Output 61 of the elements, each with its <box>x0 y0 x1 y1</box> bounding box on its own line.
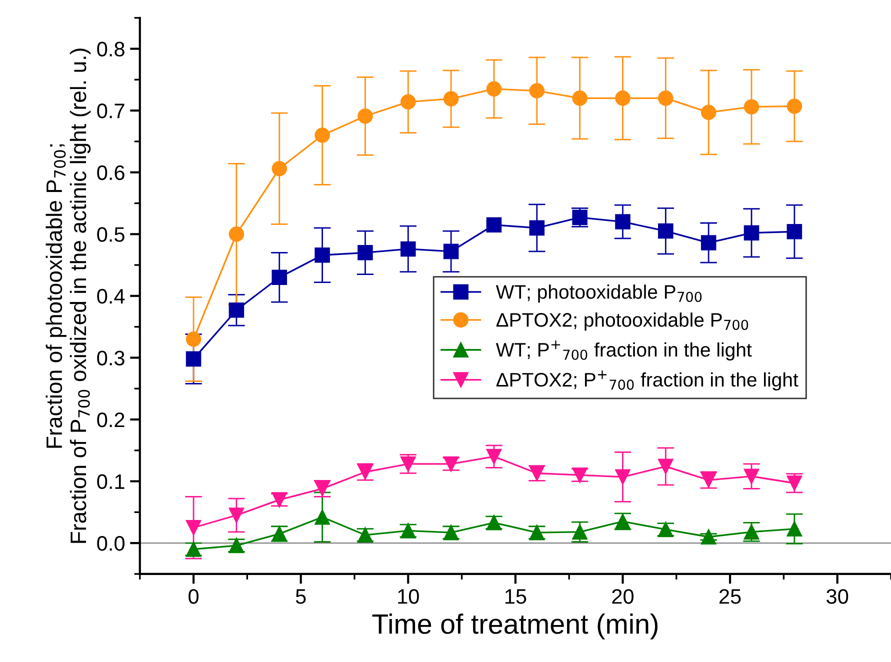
point <box>786 98 802 114</box>
x-tick-label: 25 <box>720 589 741 604</box>
point <box>358 108 373 124</box>
point <box>572 524 588 540</box>
point <box>443 91 459 106</box>
point <box>658 458 674 474</box>
point <box>615 469 630 485</box>
point <box>400 94 416 110</box>
point <box>186 332 202 347</box>
point <box>486 448 502 464</box>
point <box>228 302 244 318</box>
y-tick-label: 0.6 <box>97 165 124 180</box>
point <box>744 225 760 241</box>
y-tick-label: 0.4 <box>97 288 125 304</box>
point <box>443 244 459 260</box>
y-tick-label: 0.5 <box>97 227 124 242</box>
point <box>700 529 716 545</box>
point <box>186 351 202 367</box>
legend-label: ΔPTOX2; P$^{+}$$_{700}$ fraction in the light <box>496 370 798 390</box>
point <box>615 214 630 230</box>
x-tick-label: 10 <box>398 589 419 604</box>
point <box>228 226 244 242</box>
point <box>658 223 674 239</box>
point <box>744 99 760 114</box>
y-tick-label: 0.8 <box>97 42 124 57</box>
x-axis-title: Time of treatment (min) <box>372 614 658 640</box>
point <box>486 217 502 232</box>
point <box>314 128 330 143</box>
point <box>529 83 545 98</box>
y-tick-label: 0.0 <box>97 536 124 551</box>
point <box>786 521 802 536</box>
x-tick-label: 5 <box>296 589 306 604</box>
point <box>314 509 330 525</box>
y-tick-label: 0.7 <box>97 104 124 118</box>
point <box>314 247 330 263</box>
point <box>700 104 716 120</box>
point <box>615 90 630 106</box>
point <box>272 270 288 286</box>
point <box>272 160 288 176</box>
legend-label: WT; P$^{+}$$_{700}$ fraction in the light <box>496 340 752 361</box>
y-tick-label: 0.3 <box>97 350 124 366</box>
point <box>228 508 244 523</box>
text: Fraction of photooxidable P$_{700}$; Fraction of P$_{700}$ oxidized in the actinic light (rel. u.) <box>46 48 91 543</box>
x-tick-label: 20 <box>612 589 634 604</box>
point <box>529 220 545 236</box>
legend-label: WT; photooxidable P$_{700}$ <box>496 284 702 303</box>
point <box>400 241 416 257</box>
x-tick-label: 30 <box>826 589 848 604</box>
y-tick-label: 0.1 <box>97 474 124 490</box>
legend-label: ΔPTOX2; photooxidable P$_{700}$ <box>496 312 748 331</box>
point <box>744 468 760 484</box>
y-tick-label: 0.2 <box>97 412 124 428</box>
point <box>486 81 502 97</box>
point <box>572 90 588 106</box>
point <box>186 520 202 536</box>
point <box>700 235 716 250</box>
point <box>358 245 373 260</box>
x-tick-label: 15 <box>505 589 526 604</box>
point <box>786 224 802 240</box>
point <box>658 90 674 106</box>
x-tick-label: 0 <box>188 589 199 604</box>
